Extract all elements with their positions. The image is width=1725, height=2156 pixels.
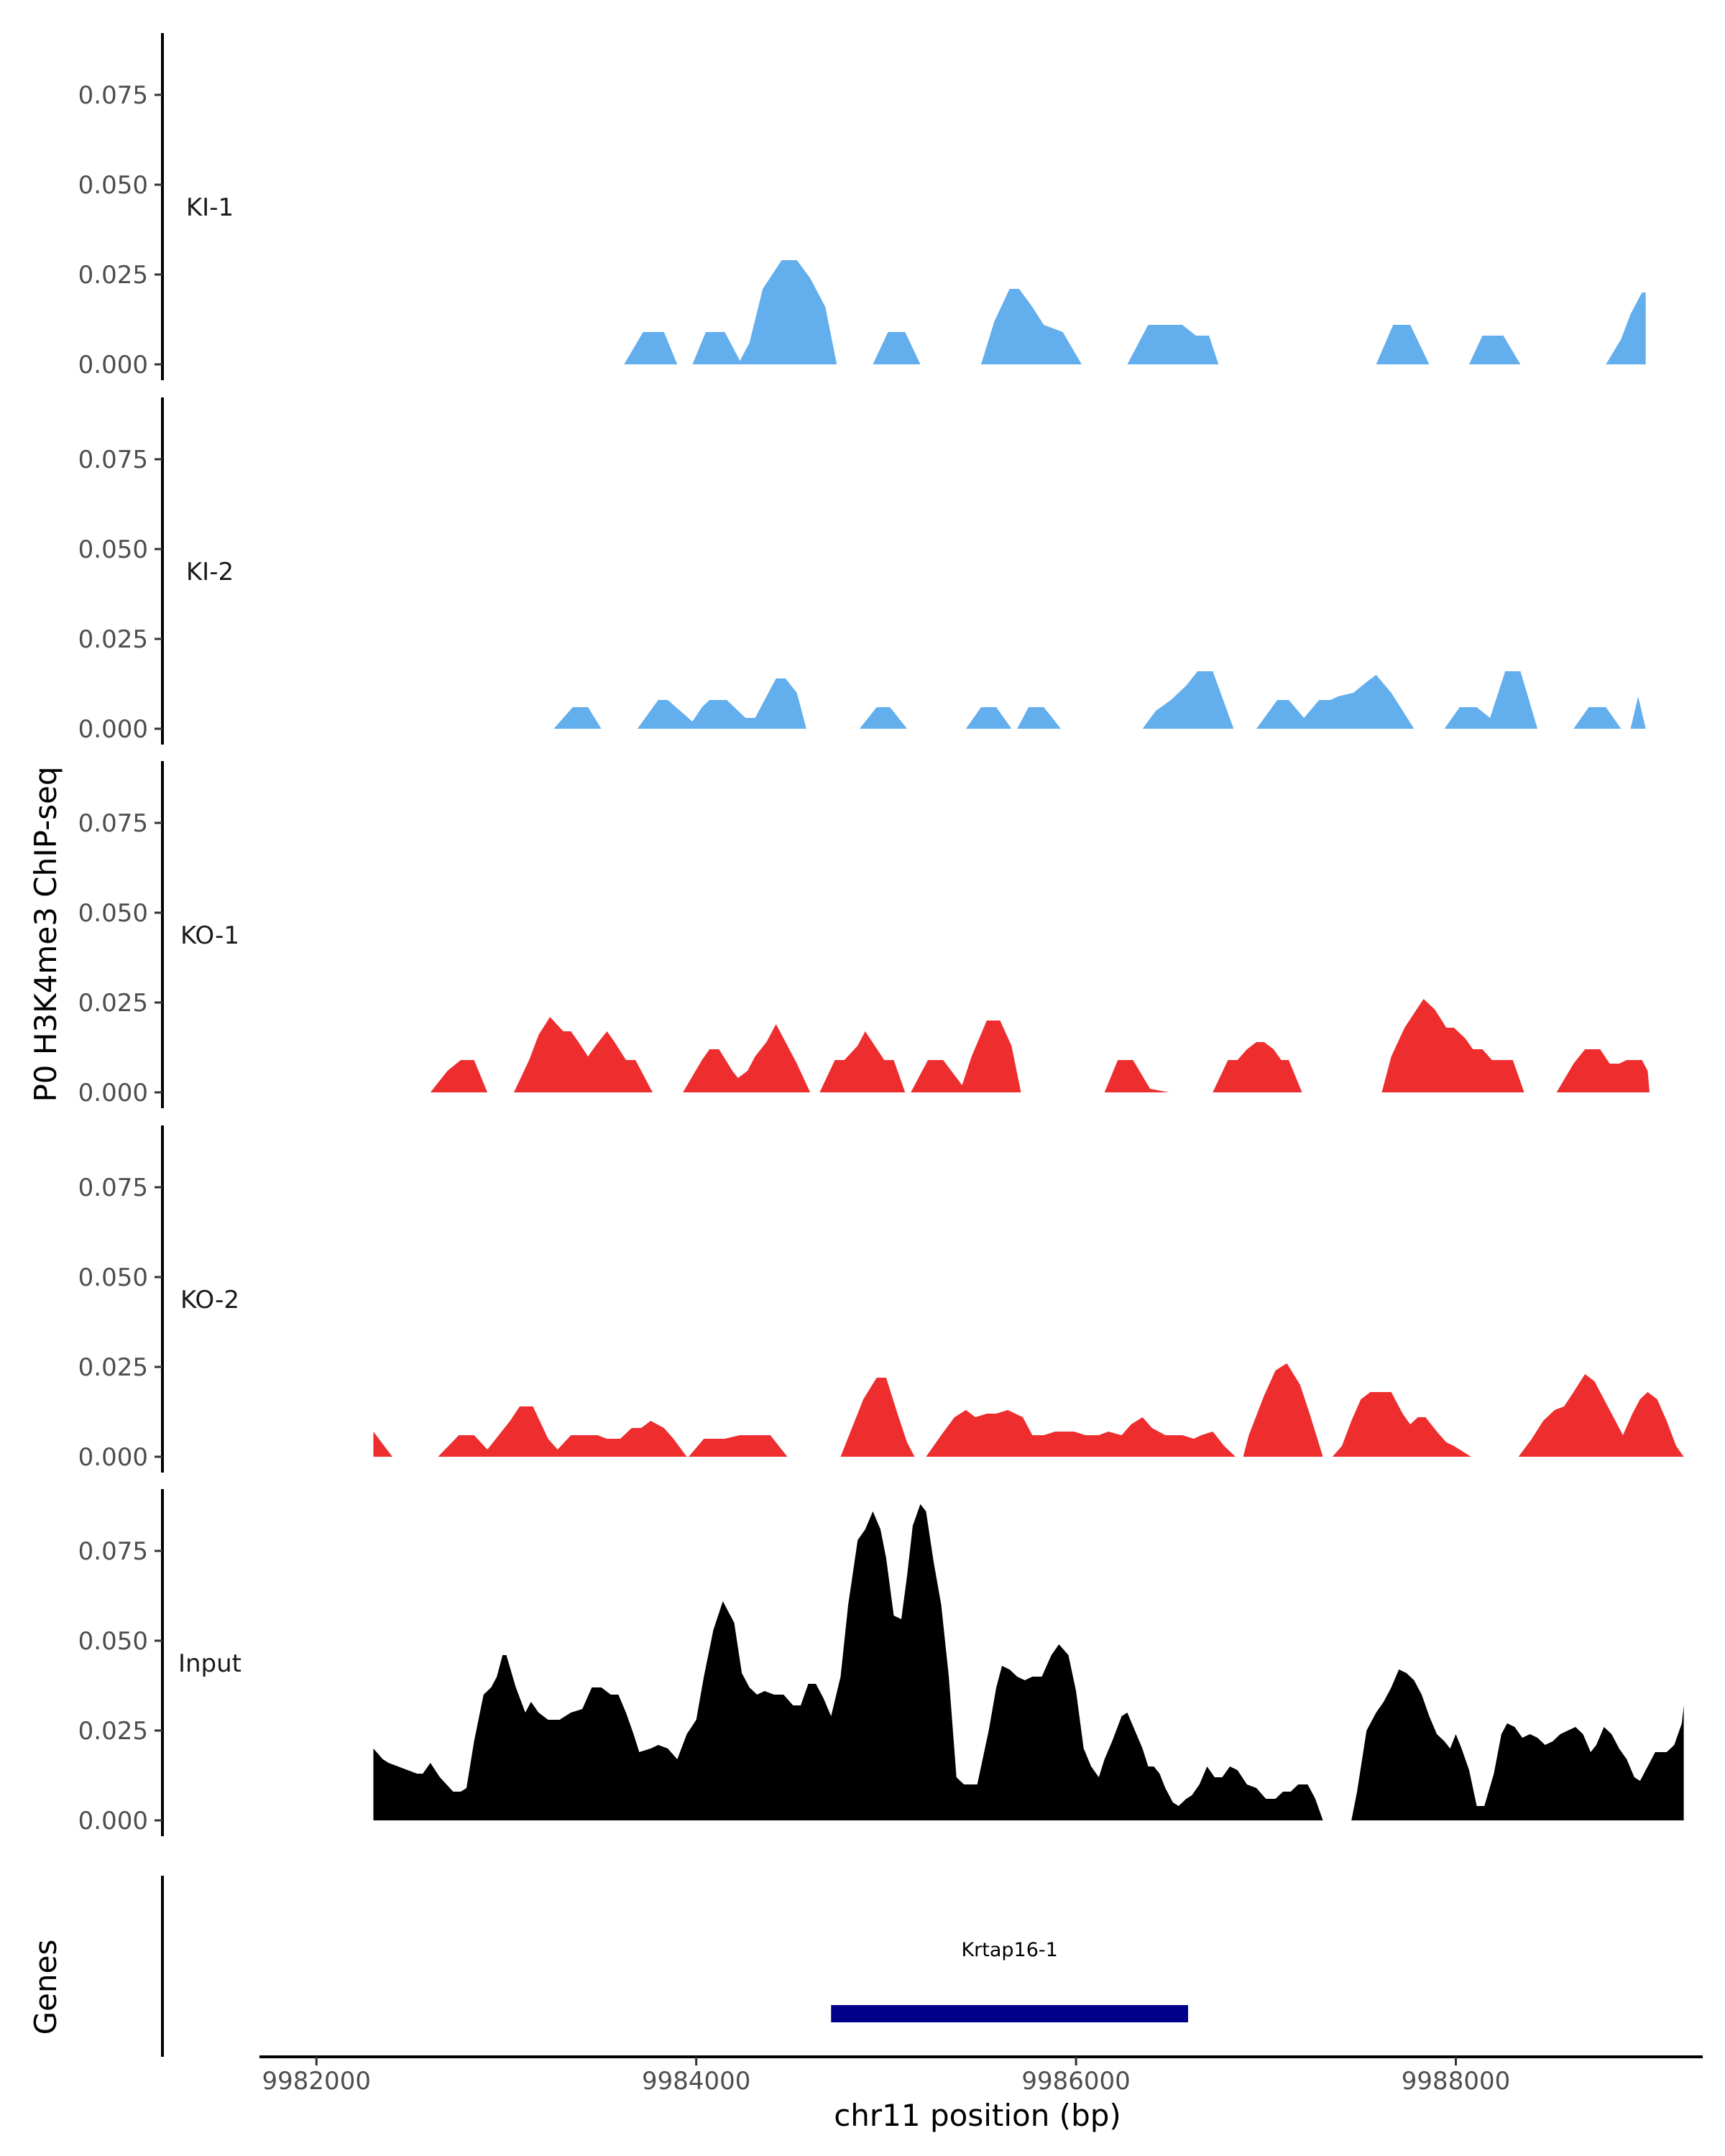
y-tick-label: 0.000 xyxy=(78,1443,148,1472)
y-tick-label: 0.050 xyxy=(78,1263,148,1292)
coverage-area xyxy=(1332,1392,1471,1457)
coverage-area xyxy=(965,707,1012,729)
coverage-area xyxy=(981,289,1082,364)
x-tick-label: 9984000 xyxy=(642,2067,750,2096)
y-tick-label: 0.050 xyxy=(78,899,148,928)
coverage-area xyxy=(926,1410,1236,1457)
coverage-area xyxy=(840,1378,915,1457)
genes-panel-title: Genes xyxy=(28,1940,63,2035)
x-axis: 9982000 9984000 9986000 9988000 xyxy=(259,2055,1703,2096)
coverage-area xyxy=(1606,292,1646,364)
coverage-area xyxy=(1381,999,1524,1092)
y-axis-title: P0 H3K4me3 ChIP-seq xyxy=(28,766,63,1102)
coverage-area xyxy=(624,332,678,364)
coverage-area xyxy=(430,1060,488,1092)
y-tick-label: 0.050 xyxy=(78,1627,148,1656)
coverage-area xyxy=(1556,1049,1650,1092)
x-tick-label: 9988000 xyxy=(1402,2067,1510,2096)
gene-bar xyxy=(831,2005,1188,2022)
coverage-area xyxy=(873,332,921,364)
y-tick-label: 0.075 xyxy=(78,446,148,474)
coverage-area xyxy=(1444,671,1538,729)
y-tick-label: 0.025 xyxy=(78,625,148,654)
y-tick-label: 0.000 xyxy=(78,715,148,744)
y-tick-label: 0.025 xyxy=(78,1717,148,1746)
coverage-area xyxy=(1256,675,1414,729)
genes-panel: Krtap16-1 xyxy=(161,1876,1188,2057)
coverage-area xyxy=(1127,325,1219,364)
coverage-area xyxy=(553,707,602,729)
y-tick-label: 0.025 xyxy=(78,1353,148,1382)
track-label: KI-1 xyxy=(186,193,234,222)
coverage-area xyxy=(373,1432,392,1457)
coverage-area xyxy=(1017,707,1061,729)
track-ko-1: 0.000 0.025 0.050 0.075 KO-1 xyxy=(78,761,1650,1108)
gene-label: Krtap16-1 xyxy=(961,1939,1057,1961)
coverage-area xyxy=(438,1406,687,1457)
coverage-area xyxy=(1376,325,1430,364)
track-label: KO-1 xyxy=(180,921,239,950)
x-tick-label: 9982000 xyxy=(262,2067,371,2096)
coverage-area xyxy=(1213,1042,1302,1092)
y-tick-label: 0.000 xyxy=(78,1079,148,1107)
coverage-area xyxy=(373,1504,1323,1820)
coverage-area xyxy=(692,260,837,364)
y-tick-label: 0.050 xyxy=(78,535,148,564)
track-ki-2: 0.000 0.025 0.050 0.075 KI-2 xyxy=(78,397,1646,745)
y-tick-label: 0.000 xyxy=(78,351,148,379)
y-tick-label: 0.075 xyxy=(78,1537,148,1566)
coverage-area xyxy=(1469,336,1521,364)
y-tick-label: 0.075 xyxy=(78,1174,148,1202)
coverage-area xyxy=(819,1031,906,1092)
coverage-area xyxy=(1573,707,1622,729)
x-tick-label: 9986000 xyxy=(1021,2067,1130,2096)
track-label: Input xyxy=(178,1649,242,1678)
coverage-area xyxy=(859,707,907,729)
y-tick-label: 0.025 xyxy=(78,261,148,290)
coverage-area xyxy=(1104,1060,1169,1092)
track-input: 0.000 0.025 0.050 0.075 Input xyxy=(78,1489,1684,1836)
coverage-area xyxy=(637,678,806,729)
coverage-area xyxy=(683,1024,811,1092)
track-ko-2: 0.000 0.025 0.050 0.075 KO-2 xyxy=(78,1125,1684,1473)
coverage-area xyxy=(911,1021,1021,1092)
track-label: KI-2 xyxy=(186,558,234,586)
coverage-area xyxy=(1243,1363,1323,1457)
x-axis-title: chr11 position (bp) xyxy=(834,2098,1121,2133)
coverage-area xyxy=(1142,671,1234,729)
coverage-area xyxy=(1351,1669,1684,1820)
track-label: KO-2 xyxy=(180,1286,239,1314)
coverage-area xyxy=(689,1435,788,1457)
coverage-area xyxy=(1630,696,1646,729)
coverage-area xyxy=(514,1017,653,1092)
coverage-tracks: 0.0000.0250.0500.075KI-10.0000.0250.0500… xyxy=(78,33,1684,1836)
track-ki-1: 0.000 0.025 0.050 0.075 KI-1 xyxy=(78,33,1646,380)
y-tick-label: 0.050 xyxy=(78,171,148,200)
y-tick-label: 0.000 xyxy=(78,1807,148,1835)
y-tick-label: 0.025 xyxy=(78,989,148,1018)
y-tick-label: 0.075 xyxy=(78,809,148,838)
coverage-area xyxy=(1518,1374,1684,1457)
y-tick-label: 0.075 xyxy=(78,81,148,110)
